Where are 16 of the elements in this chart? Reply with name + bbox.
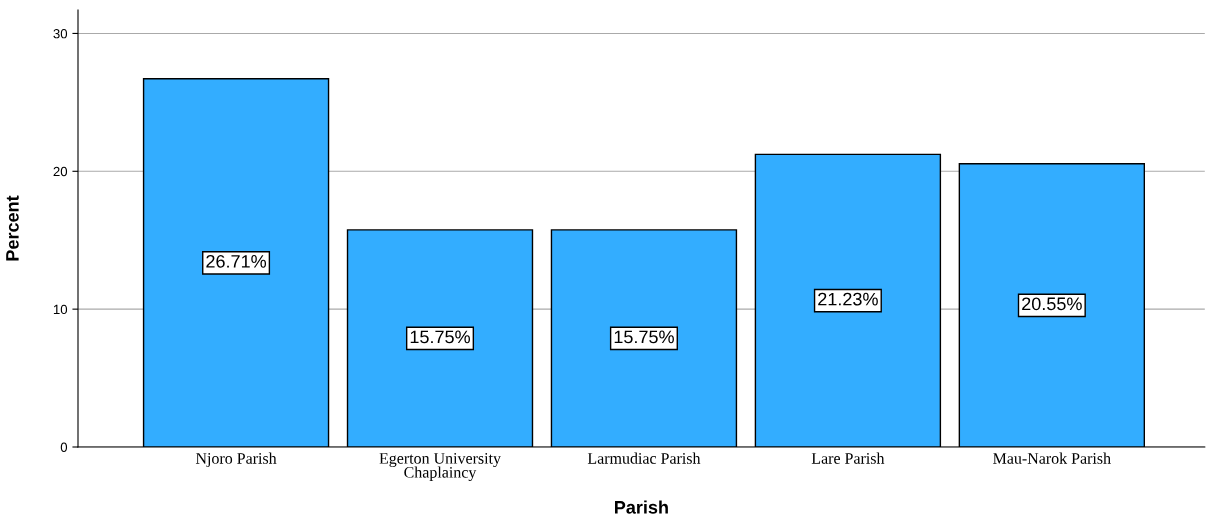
data-label: 15.75% xyxy=(410,330,470,344)
y-axis-title: Percent xyxy=(6,195,19,261)
x-tick-label: Mau-Narok Parish xyxy=(993,452,1111,464)
data-label: 15.75% xyxy=(614,330,674,344)
x-tick-label: Njoro Parish xyxy=(195,452,277,468)
x-axis-title: Parish xyxy=(615,500,668,514)
data-label: 21.23% xyxy=(818,292,878,306)
y-tick-label: 30 xyxy=(53,29,68,39)
data-label: 20.55% xyxy=(1022,297,1082,311)
x-tick-label: Egerton University Chaplaincy xyxy=(379,453,501,482)
y-tick-label: 10 xyxy=(53,304,68,315)
x-tick-label: Lare Parish xyxy=(811,452,885,464)
y-tick-label: 0 xyxy=(60,442,68,452)
x-tick-label: Larmudiac Parish xyxy=(587,452,701,464)
y-tick-label: 20 xyxy=(53,166,68,177)
data-label: 26.71% xyxy=(206,254,267,268)
